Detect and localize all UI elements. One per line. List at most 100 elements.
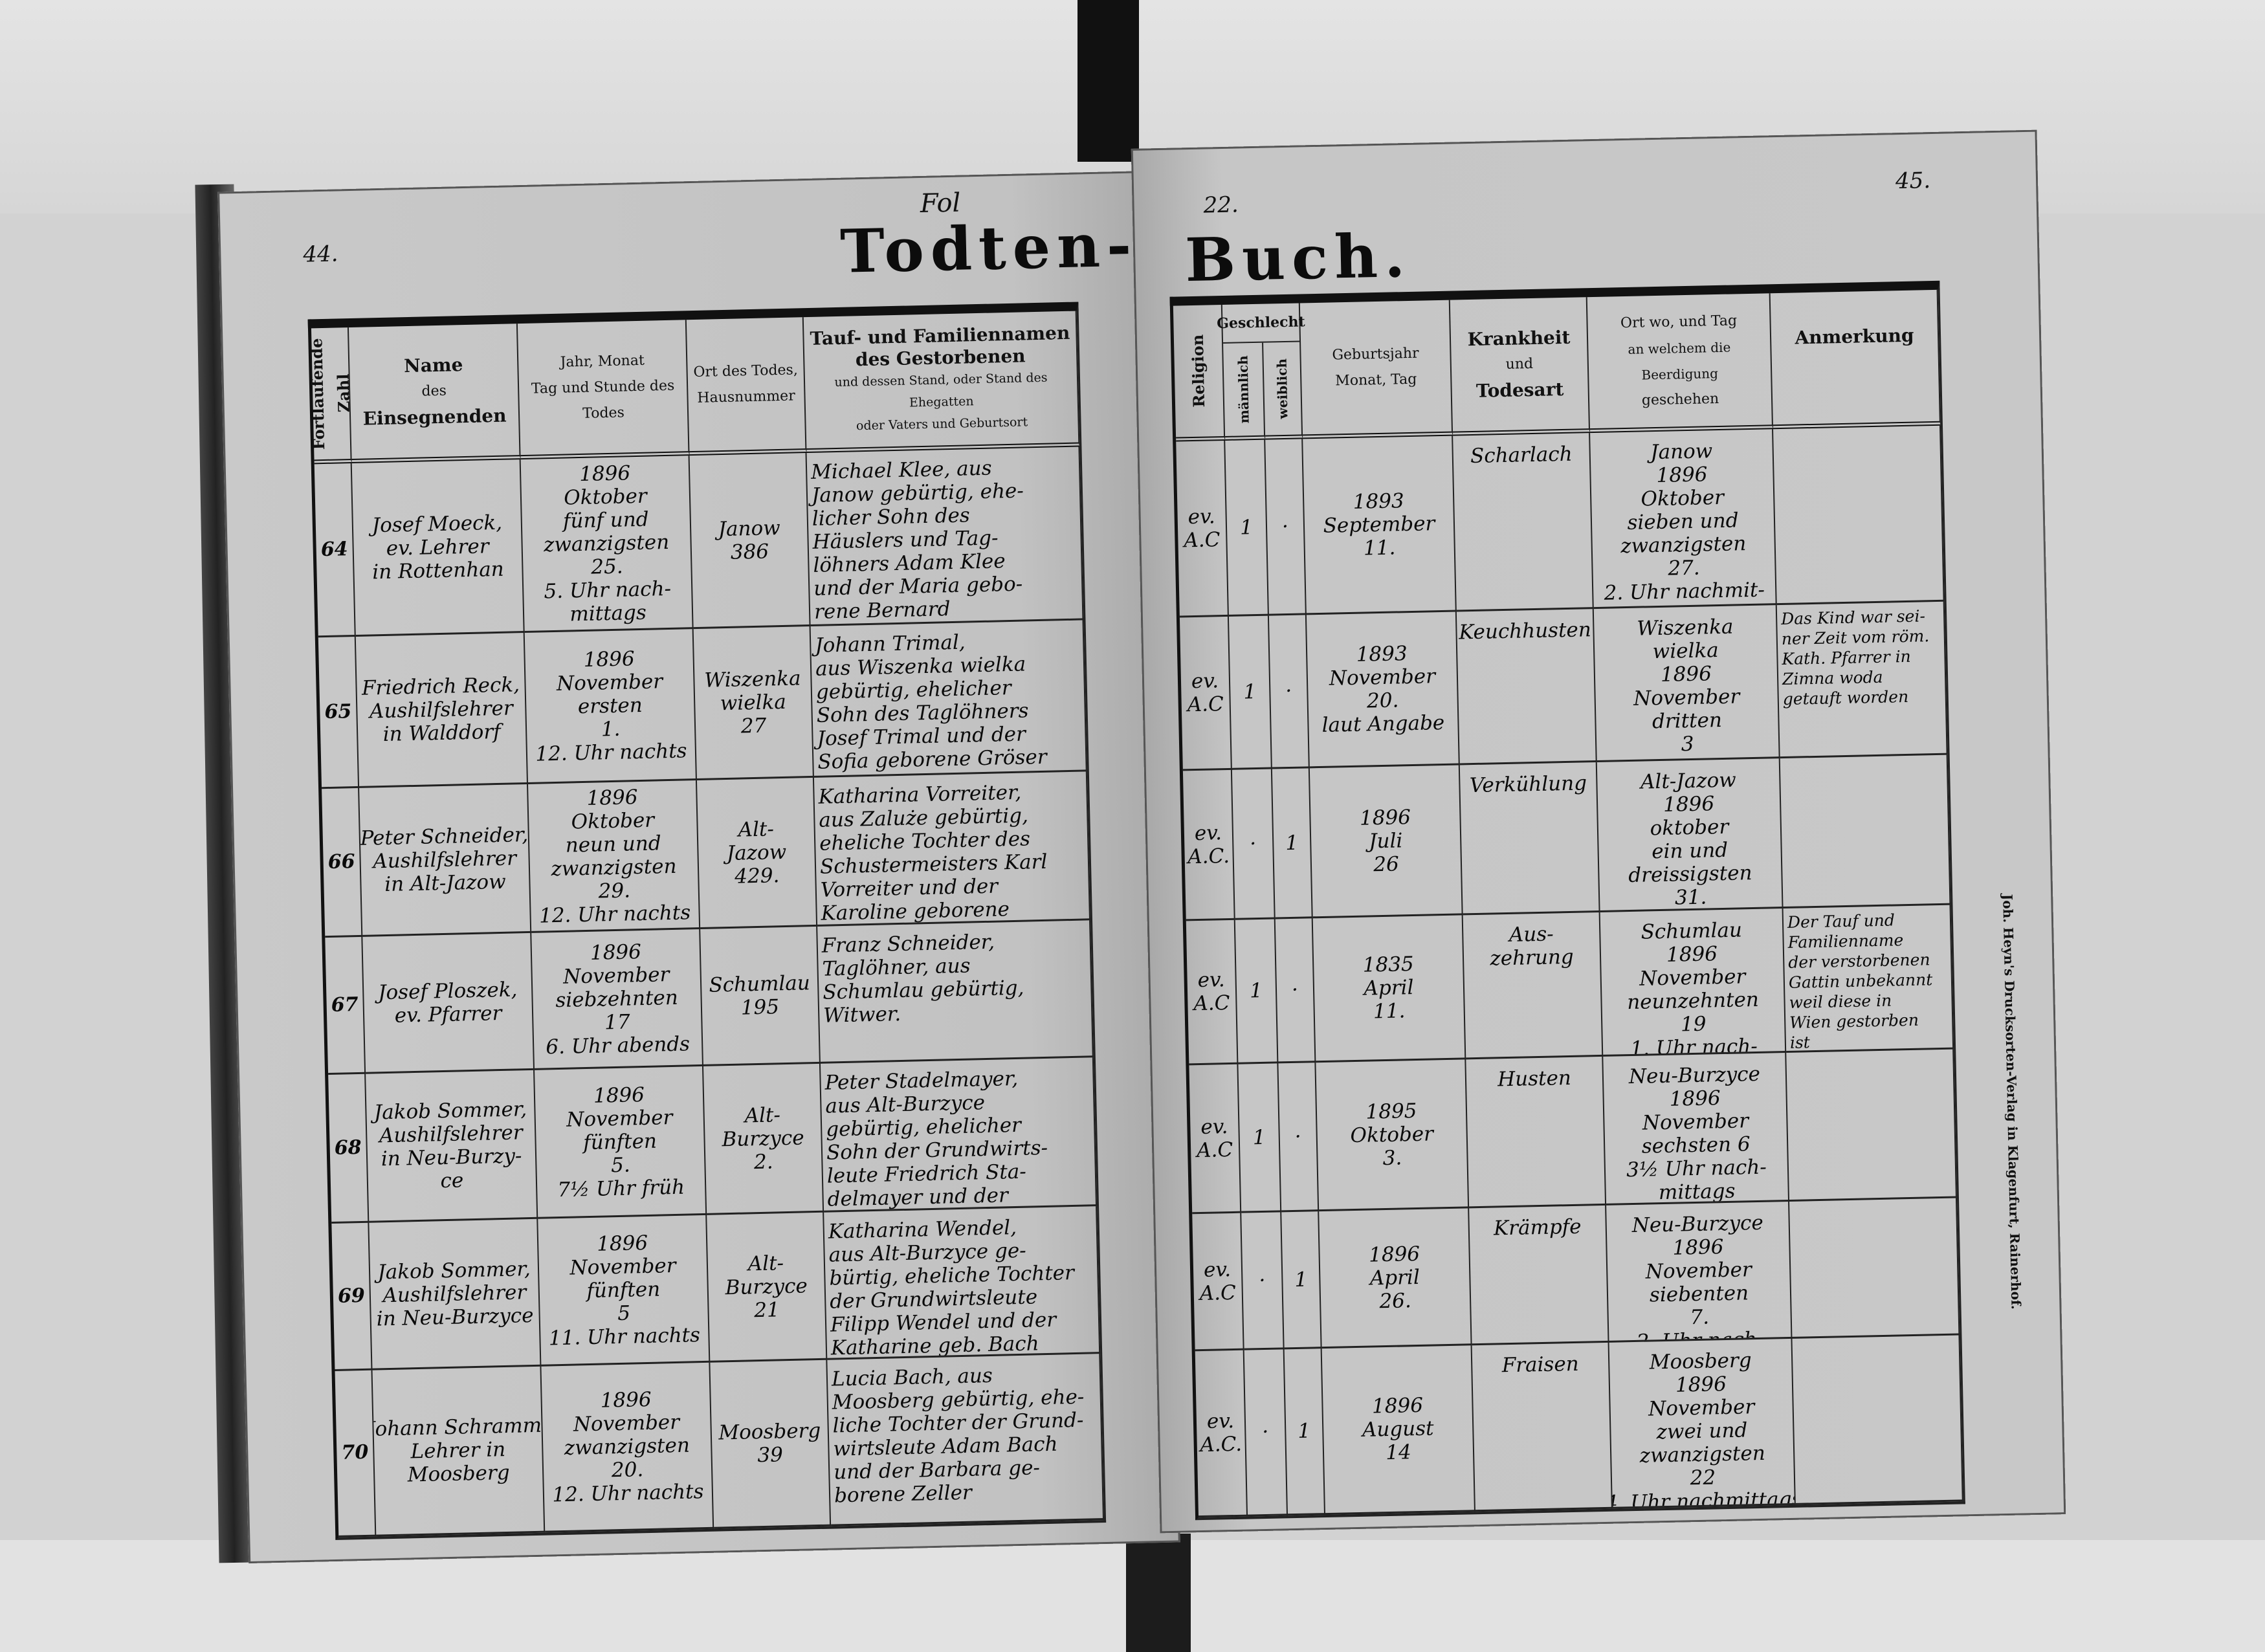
birth-date-cell: 1893 November 20. laut Angabe [1306,611,1460,769]
death-date-cell-line: Oktober [563,484,648,510]
death-date-cell-line: November [569,1253,676,1280]
death-place-cell: Wiszenka wielka 27 [693,626,814,781]
burial-cell-line: Neu-Burzyce [1631,1211,1764,1238]
remark-cell-line: Kath. Pfarrer in [1782,646,1912,669]
disease-cell: Husten [1466,1056,1607,1209]
burial-cell-line: siebenten [1649,1281,1749,1307]
religion-cell-line: ev. [1206,1409,1235,1433]
header-text: und [1505,355,1534,373]
death-place-cell-line: Wiszenka [704,666,801,692]
header-text: Einsegnenden [362,404,507,430]
male-cell: · [1244,1349,1288,1517]
death-date-cell-line: 7½ Uhr früh [557,1175,685,1202]
death-place-cell-line: 27 [740,714,767,738]
death-date-cell-line: 20. [611,1458,644,1482]
header-text: Todesart [1475,378,1564,402]
birth-date-cell-line: 1895 [1365,1099,1417,1124]
disease-cell: Aus-zehrung [1463,912,1604,1060]
birth-date-cell-line: 3. [1382,1145,1402,1170]
death-date-cell-line: 1896 [586,785,638,810]
header-text: Hausnummer [697,387,795,406]
birth-date-cell-line: 11. [1363,535,1396,560]
deceased-cell: Michael Klee, aus Janow gebürtig, ehe-lic… [806,446,1084,626]
religion-cell-line: A.C [1184,527,1221,552]
death-date-cell-line: 5 [617,1301,631,1325]
death-date-cell-line: November [566,1105,673,1132]
burial-cell: Schumlau 1896 November neunzehnten 19 1. Uhr … [1600,909,1787,1057]
deceased-cell-line: Witwer. [823,1002,901,1028]
entry-number-line: 67 [331,993,359,1017]
header-death-date: Jahr, Monat Tag und Stunde des Todes [517,320,690,460]
religion-cell-line: A.C [1199,1281,1237,1305]
burial-cell-line: ein und [1651,838,1729,864]
burial-cell-line: neunzehnten [1626,987,1760,1015]
male-cell: 1 [1228,615,1272,770]
death-place-cell-line: Burzyce [725,1273,808,1299]
birth-date-cell-line: 1835 [1362,953,1415,977]
birth-date-cell: 1896 April 26. [1319,1208,1472,1349]
death-register-table-left: Fortlaufende Zahl Name des Einsegnenden … [307,302,1107,1541]
death-date-cell-line: 5. Uhr nach- [544,577,672,603]
deceased-cell-line: und der Maria gebo- [813,572,1023,600]
death-place-cell-line: 21 [753,1297,780,1322]
burial-cell-line: dreissigsten [1628,861,1752,888]
death-date-cell-line: 5. [610,1153,631,1177]
death-date-cell: 1896 Oktober neun und zwanzigsten 29. 12. Uhr… [528,780,701,933]
death-date-cell-line: 1896 [583,646,635,672]
burial-cell-line: oktober [1650,815,1729,841]
death-place-cell-line: wielka [720,690,787,715]
entry-number-line: 64 [320,537,348,561]
burial-cell-line: zwei und [1656,1418,1748,1444]
disease-cell: Fraisen [1472,1342,1613,1512]
religion-cell-line: ev. [1191,669,1219,694]
officiant-cell: Friedrich Reck, Aushilfslehrer in Walddorf [355,633,529,788]
remark-cell-line: ist [1789,1033,1811,1052]
burial-cell-line: 2. Uhr nachmit- [1604,578,1765,605]
header-female: weiblich [1263,342,1303,440]
death-date-cell-line: November [562,962,670,989]
officiant-cell: Jakob Sommer, Aushilfslehrer in Neu-Burzyc… [369,1218,542,1371]
officiant-cell: Peter Schneider, Aushilfslehrer in Alt-Jaz… [359,784,532,937]
remark-cell-line: der verstorbenen [1787,950,1930,972]
deceased-cell: Franz Schneider, Taglöhner, aus Schumlau g… [817,920,1094,1064]
death-date-cell: 1896 November ersten 1. 12. Uhr nachts [524,629,697,784]
header-text: Ort des Todes, [693,361,799,380]
officiant-cell-line: in Rottenhan [371,557,505,584]
deceased-cell: Peter Stadelmayer, aus Alt-Burzyce gebürti… [820,1057,1098,1213]
officiant-cell: Josef Moeck, ev. Lehrer in Rottenhan [351,459,525,637]
officiant-cell-line: in Neu-Burzyce [376,1303,534,1330]
female-cell-line: · [1285,679,1292,703]
burial-cell-line: Janow [1650,439,1713,465]
officiant-cell-line: Johann Schramm, [372,1413,546,1441]
header-text: Anmerkung [1795,324,1914,349]
male-cell: 1 [1238,1063,1282,1213]
male-cell-line: 1 [1252,1125,1266,1149]
religion-cell: ev. A.C [1192,1213,1244,1352]
header-text: Ort wo, und Tag [1620,312,1738,331]
burial-cell-line: 1896 [1666,942,1718,967]
religion-cell: ev. A.C [1189,1064,1242,1215]
death-date-cell: 1896 November zwanzigsten 20. 12. Uhr nachts [541,1362,714,1533]
book-gutter-bottom [1126,1534,1191,1652]
death-date-cell-line: fünften [582,1129,657,1154]
entry-number: 66 [322,787,363,938]
entry-number: 68 [328,1074,370,1224]
birth-date-cell: 1896 Juli 26 [1309,765,1463,919]
death-place-cell-line: Moosberg [718,1418,821,1445]
deceased-cell-line: Johann Trimal, [814,630,966,657]
female-cell-line: 1 [1294,1268,1308,1292]
officiant-cell-line: ev. Pfarrer [394,1001,502,1028]
officiant-cell-line: ev. Lehrer [386,534,489,560]
burial-cell: Neu-Burzyce 1896 November sechsten 6 3½ Uhr … [1603,1052,1790,1206]
burial-cell-line: Oktober [1641,485,1725,511]
deceased-cell-line: bürtig, eheliche Tochter [829,1261,1075,1290]
remark-cell [1789,1198,1960,1339]
death-place-cell-line: Alt- [744,1103,781,1127]
death-date-cell: 1896 November fünften 5. 7½ Uhr früh [535,1066,707,1219]
burial-cell-line: dritten [1652,708,1723,734]
deceased-cell-line: Franz Schneider, [821,930,995,958]
header-disease: Krankheit und Todesart [1450,297,1591,436]
deceased-cell-line: Karoline geborene [821,898,1010,925]
death-date-cell-line: fünf und [562,507,649,533]
religion-cell-line: ev. [1197,968,1226,993]
